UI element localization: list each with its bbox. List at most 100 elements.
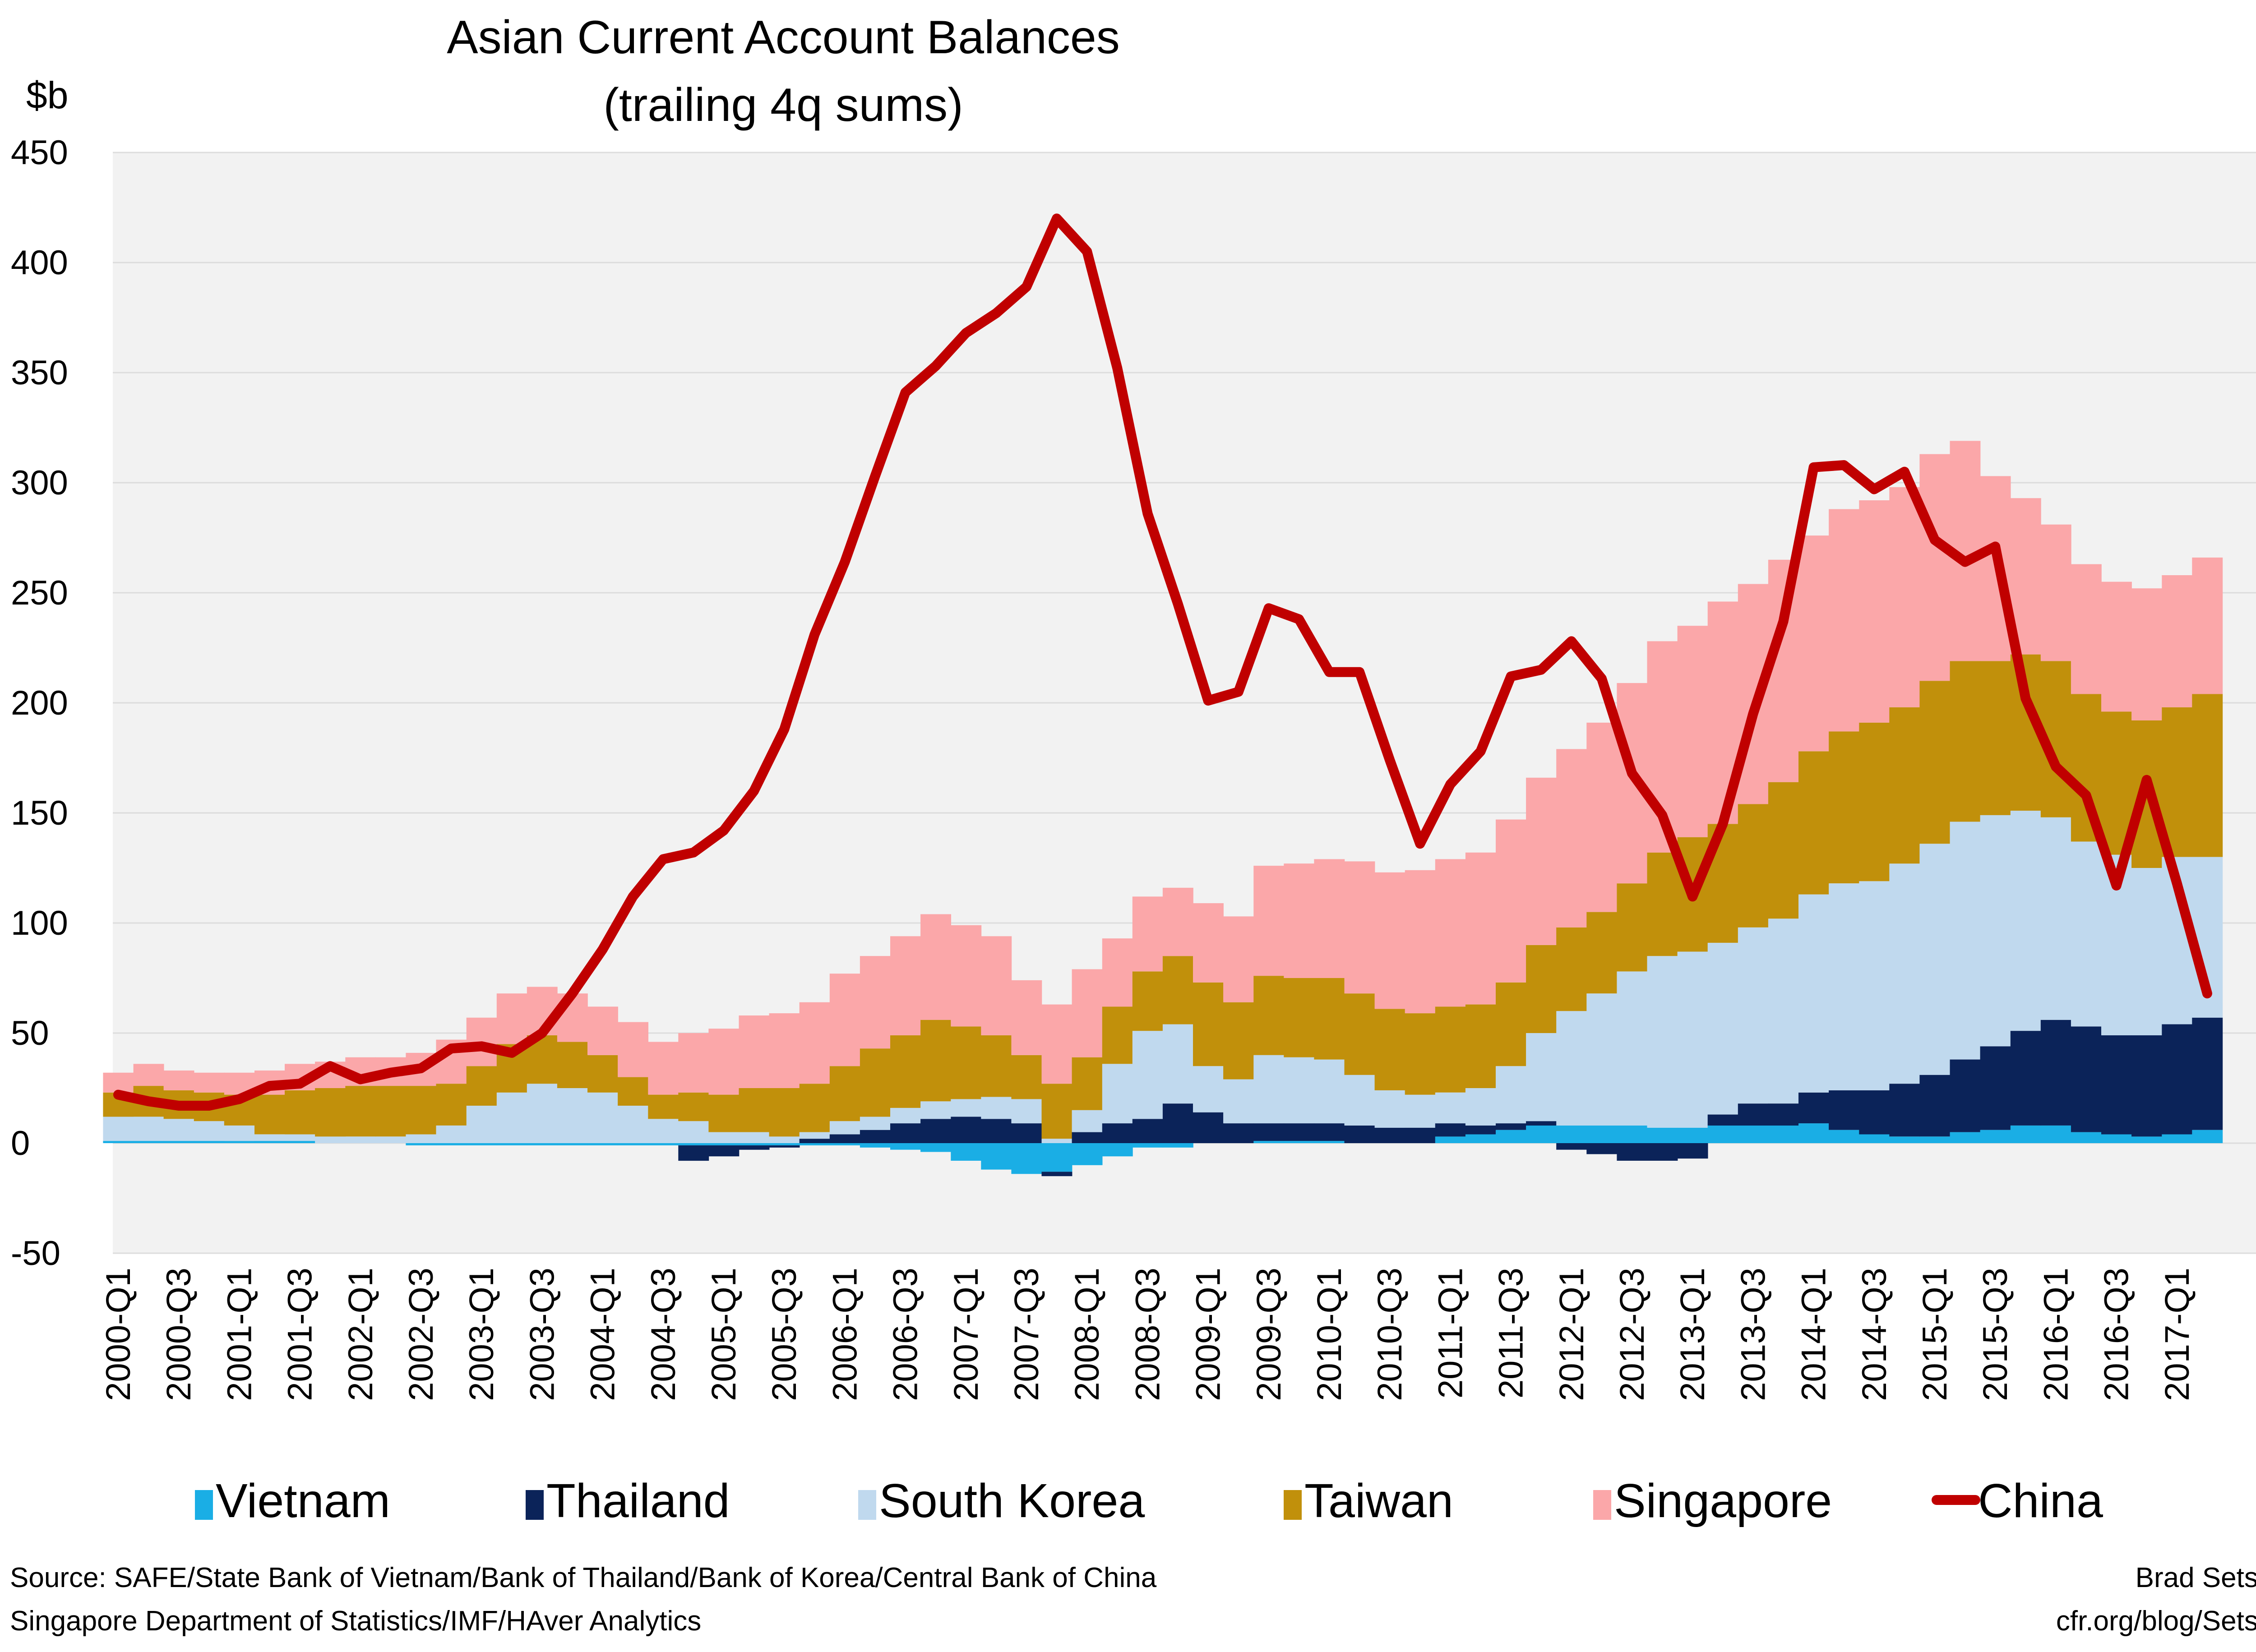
area-segment-thailand <box>2101 1035 2132 1135</box>
area-segment-vietnam <box>1465 1134 1496 1143</box>
area-segment-thailand <box>1919 1075 1951 1137</box>
area-segment-south-korea <box>1284 1057 1315 1124</box>
source-line-2: Singapore Department of Statistics/IMF/H… <box>10 1606 701 1637</box>
x-tick-label: 2001-Q1 <box>220 1268 259 1401</box>
area-segment-vietnam <box>1314 1141 1345 1143</box>
area-segment-south-korea <box>254 1134 285 1141</box>
area-segment-taiwan <box>1859 722 1890 881</box>
area-segment-thailand <box>1950 1059 1981 1132</box>
area-segment-thailand <box>860 1130 891 1143</box>
x-tick-label: 2016-Q1 <box>2037 1268 2075 1401</box>
area-segment-thailand <box>1980 1046 2011 1130</box>
area-segment-vietnam <box>1496 1130 1526 1143</box>
area-segment-south-korea <box>860 1117 891 1130</box>
area-segment-taiwan <box>2192 694 2223 857</box>
area-segment-south-korea <box>1889 863 1920 1084</box>
area-segment-thailand <box>2071 1026 2102 1132</box>
y-tick-label: 350 <box>11 354 68 392</box>
area-segment-thailand <box>1526 1121 1557 1126</box>
area-segment-singapore <box>1919 454 1951 681</box>
author-name: Brad Setser <box>2136 1562 2256 1593</box>
area-segment-vietnam <box>2192 1130 2223 1143</box>
area-segment-vietnam <box>1011 1143 1042 1174</box>
area-segment-south-korea <box>1798 894 1829 1093</box>
area-segment-thailand <box>1556 1143 1587 1150</box>
area-segment-thailand <box>1102 1123 1133 1143</box>
legend-label-vietnam: Vietnam <box>216 1474 390 1527</box>
area-segment-vietnam <box>1526 1126 1557 1143</box>
area-segment-south-korea <box>1041 1139 1073 1143</box>
area-segment-thailand <box>1011 1123 1042 1143</box>
source-line-1: Source: SAFE/State Bank of Vietnam/Bank … <box>10 1562 1157 1593</box>
area-segment-taiwan <box>951 1026 982 1099</box>
area-segment-south-korea <box>436 1126 467 1143</box>
area-segment-thailand <box>2010 1031 2041 1126</box>
y-axis: 450 400 350 300 250 200 150 100 50 0 -50 <box>11 134 68 1273</box>
area-segment-south-korea <box>739 1132 770 1143</box>
area-segment-thailand <box>2131 1035 2162 1137</box>
area-segment-singapore <box>1496 819 1526 983</box>
area-segment-singapore <box>1314 859 1345 978</box>
area-segment-taiwan <box>1980 661 2011 815</box>
area-segment-south-korea <box>315 1136 346 1143</box>
area-segment-thailand <box>1405 1127 1436 1143</box>
area-segment-singapore <box>1193 903 1224 983</box>
area-segment-taiwan <box>1738 804 1769 928</box>
area-segment-taiwan <box>1374 1009 1405 1090</box>
area-segment-singapore <box>1677 626 1708 837</box>
area-segment-vietnam <box>1798 1123 1829 1143</box>
area-segment-singapore <box>133 1064 164 1086</box>
area-segment-taiwan <box>1919 681 1951 844</box>
area-segment-taiwan <box>708 1094 740 1132</box>
x-tick-label: 2012-Q1 <box>1553 1268 1591 1401</box>
legend-swatch-taiwan <box>1284 1490 1302 1520</box>
area-segment-south-korea <box>1556 1011 1587 1126</box>
area-segment-thailand <box>1314 1123 1345 1141</box>
area-segment-south-korea <box>769 1136 800 1143</box>
area-segment-thailand <box>1162 1103 1193 1143</box>
area-segment-taiwan <box>1889 707 1920 864</box>
area-segment-singapore <box>1072 969 1103 1057</box>
area-segment-singapore <box>103 1072 134 1093</box>
y-tick-label: 300 <box>11 464 68 502</box>
area-segment-taiwan <box>1344 993 1375 1075</box>
area-segment-vietnam <box>496 1143 527 1145</box>
x-tick-label: 2011-Q1 <box>1431 1268 1470 1398</box>
area-segment-thailand <box>1496 1123 1526 1130</box>
area-segment-singapore <box>648 1042 679 1095</box>
x-tick-label: 2011-Q3 <box>1492 1268 1530 1398</box>
area-segment-thailand <box>920 1119 951 1143</box>
area-segment-vietnam <box>163 1141 194 1143</box>
area-segment-south-korea <box>1647 956 1678 1128</box>
x-axis: 2000-Q1 2000-Q3 2001-Q1 2001-Q3 2002-Q1 2002-… <box>99 1268 2196 1401</box>
area-segment-singapore <box>1223 916 1254 1002</box>
area-segment-vietnam <box>2071 1132 2102 1143</box>
area-segment-taiwan <box>1556 927 1587 1011</box>
area-segment-thailand <box>829 1134 860 1143</box>
area-segment-vietnam <box>1677 1127 1708 1143</box>
area-segment-south-korea <box>1465 1088 1496 1126</box>
area-segment-vietnam <box>890 1143 921 1150</box>
x-tick-label: 2005-Q1 <box>705 1268 743 1401</box>
area-segment-vietnam <box>2101 1134 2132 1143</box>
area-segment-singapore <box>890 936 921 1035</box>
area-segment-thailand <box>1465 1126 1496 1135</box>
area-segment-south-korea <box>1829 883 1859 1090</box>
area-segment-vietnam <box>103 1141 134 1143</box>
area-segment-vietnam <box>1617 1126 1648 1143</box>
area-segment-south-korea <box>406 1134 437 1143</box>
area-segment-singapore <box>1162 887 1193 956</box>
area-segment-taiwan <box>981 1035 1012 1097</box>
x-tick-label: 2002-Q3 <box>402 1268 440 1401</box>
area-segment-vietnam <box>194 1141 225 1143</box>
area-segment-singapore <box>163 1071 194 1090</box>
area-segment-thailand <box>1223 1123 1254 1143</box>
area-segment-south-korea <box>2071 841 2102 1027</box>
area-segment-south-korea <box>1768 918 1799 1104</box>
x-tick-label: 2013-Q3 <box>1734 1268 1772 1401</box>
area-segment-singapore <box>1889 487 1920 707</box>
area-segment-vietnam <box>678 1143 709 1145</box>
x-tick-label: 2007-Q3 <box>1008 1268 1046 1401</box>
x-tick-label: 2003-Q3 <box>523 1268 561 1401</box>
area-segment-thailand <box>981 1119 1012 1143</box>
